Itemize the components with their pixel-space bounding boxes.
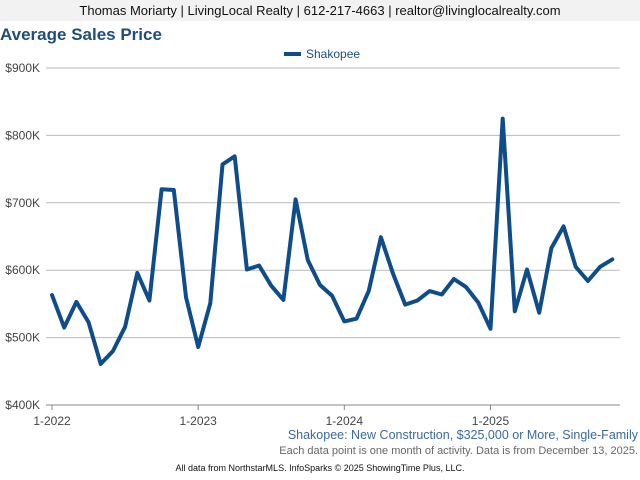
x-tick-label: 1-2022: [33, 414, 71, 428]
chart-title: Average Sales Price: [0, 25, 162, 44]
data-note: Each data point is one month of activity…: [279, 445, 638, 457]
y-tick-label: $400K: [5, 398, 40, 412]
x-tick-label: 1-2024: [326, 414, 364, 428]
footer-credit: All data from NorthstarMLS. InfoSparks ©…: [175, 463, 465, 473]
x-tick-label: 1-2023: [179, 414, 217, 428]
y-tick-label: $900K: [5, 61, 40, 75]
contact-header: Thomas Moriarty | LivingLocal Realty | 6…: [0, 0, 640, 21]
x-tick-label: 1-2025: [472, 414, 510, 428]
chart-caption: Shakopee: New Construction, $325,000 or …: [287, 428, 638, 442]
y-tick-label: $500K: [5, 331, 40, 345]
series-line-shakopee: [50, 116, 615, 366]
legend-swatch: [284, 52, 301, 56]
y-tick-label: $800K: [5, 128, 40, 142]
legend: Shakopee: [284, 47, 360, 61]
y-tick-label: $600K: [5, 263, 40, 277]
y-tick-label: $700K: [5, 196, 40, 210]
legend-label: Shakopee: [306, 47, 361, 61]
